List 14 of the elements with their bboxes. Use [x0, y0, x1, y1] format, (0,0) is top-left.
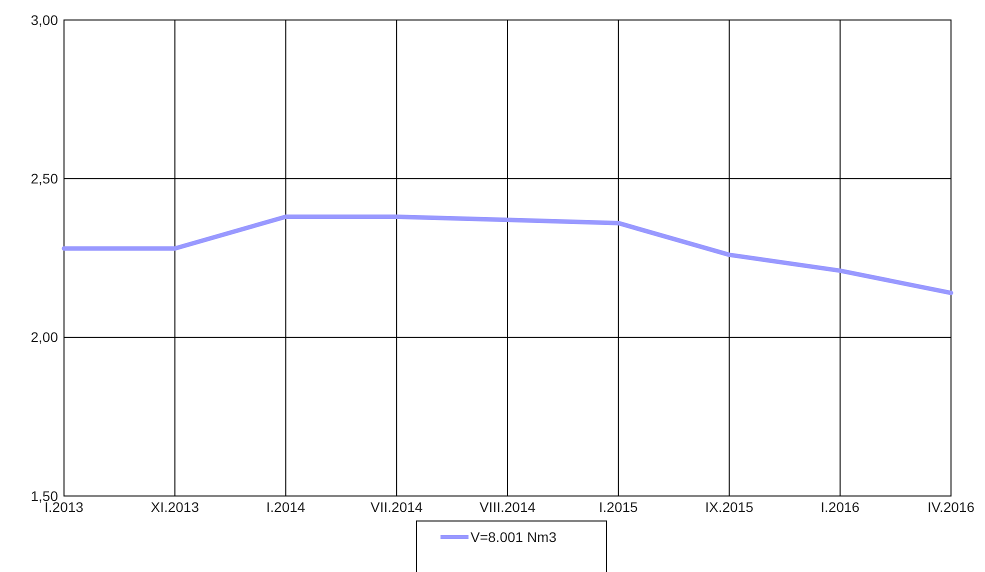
x-tick-label: XI.2013	[150, 499, 200, 515]
y-tick-label: 2,50	[30, 170, 58, 187]
x-tick-label: IX.2015	[705, 499, 754, 515]
y-tick-label: 1,50	[30, 488, 58, 504]
x-tick-label: VIII.2014	[479, 499, 536, 515]
x-tick-label: I.2014	[266, 499, 306, 515]
line-series	[62, 214, 954, 296]
x-tick-label: I.2016	[820, 499, 860, 515]
x-tick-label: I.2015	[598, 499, 638, 515]
y-tick-label: 2,00	[30, 329, 58, 346]
y-tick-label: 3,00	[30, 12, 58, 28]
legend-label: V=8.001 Nm3	[470, 528, 557, 545]
x-tick-label: VII.2014	[370, 499, 423, 515]
x-tick-label: IV.2016	[928, 499, 975, 515]
